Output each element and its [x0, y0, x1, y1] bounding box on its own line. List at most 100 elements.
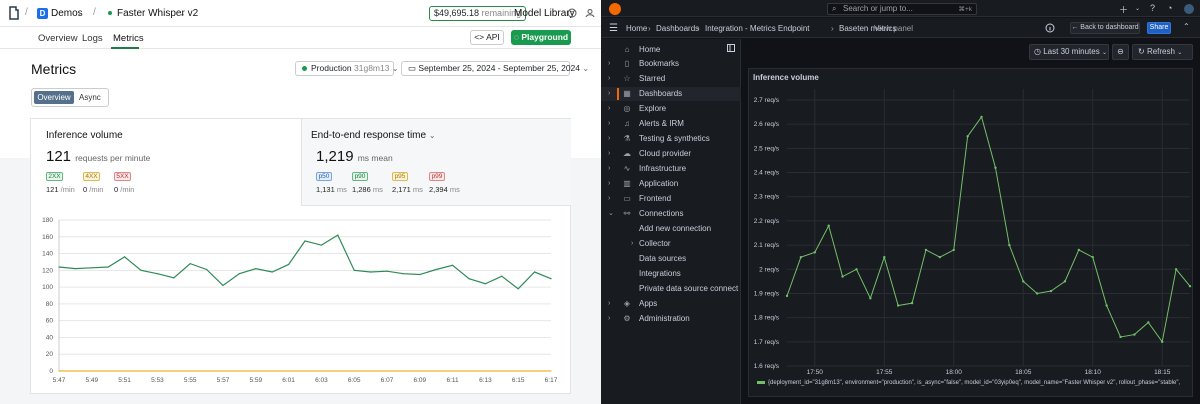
bell-icon: ♫ — [624, 119, 630, 128]
search-input[interactable]: ⌕ Search or jump to... ⌘+k — [827, 3, 977, 15]
environment-select[interactable]: Production 31g8m13 ⌄ — [295, 61, 399, 76]
chevron-right-icon[interactable]: › — [608, 150, 611, 157]
sidebar-item-add-new-connection[interactable]: Add new connection — [601, 222, 741, 236]
chevron-down-icon[interactable]: ⌄ — [608, 210, 614, 217]
chevron-down-icon[interactable]: ⌄ — [1135, 6, 1141, 12]
sidebar-item-label: Explore — [639, 104, 667, 113]
help-icon[interactable]: ? — [567, 8, 577, 18]
sidebar-item-cloud-provider[interactable]: › ☁ Cloud provider — [601, 147, 741, 161]
latency-summary-panel[interactable] — [301, 119, 571, 206]
chevron-down-icon[interactable]: ⌄ — [77, 9, 84, 18]
segment-async[interactable]: Async — [79, 93, 101, 102]
sidebar-item-data-sources[interactable]: Data sources — [601, 252, 741, 266]
page-title: Metrics — [31, 61, 77, 77]
inference-volume-value: 121 requests per minute — [46, 148, 150, 165]
sidebar-item-bookmarks[interactable]: › ▯ Bookmarks — [601, 57, 741, 71]
chevron-right-icon[interactable]: › — [608, 105, 611, 112]
chevron-right-icon[interactable]: › — [631, 240, 634, 247]
model-dropdown[interactable]: Faster Whisper v2 — [117, 8, 199, 19]
user-icon[interactable] — [585, 8, 595, 18]
breadcrumb-dashboard[interactable]: Baseten metrics — [839, 24, 897, 33]
sidebar-item-private-data-source-connect[interactable]: Private data source connect — [601, 282, 741, 296]
info-icon[interactable] — [1045, 23, 1055, 33]
sidebar-item-alerts-irm[interactable]: › ♫ Alerts & IRM — [601, 117, 741, 131]
dock-menu-icon[interactable] — [727, 44, 735, 52]
data-point — [938, 255, 942, 259]
sidebar-item-connections[interactable]: ⌄ ⚯ Connections — [601, 207, 741, 221]
chevron-up-icon[interactable]: ⌃ — [1183, 22, 1190, 31]
breadcrumb-dashboards[interactable]: Dashboards — [656, 24, 700, 33]
playground-button[interactable]: ◌ Playground — [511, 30, 571, 45]
time-range-picker[interactable]: ◷ Last 30 minutes ⌄ — [1029, 44, 1109, 60]
p99-number: 2,394 — [429, 185, 448, 194]
date-range-picker[interactable]: ▭ September 25, 2024 - September 25, 202… — [401, 61, 589, 76]
data-point — [1161, 340, 1164, 344]
api-button[interactable]: <> API — [470, 30, 504, 45]
zoom-out-button[interactable]: ⊖ — [1112, 44, 1129, 60]
sidebar-item-explore[interactable]: › ◎ Explore — [601, 102, 741, 116]
response-time-title[interactable]: End-to-end response time ⌄ — [311, 130, 436, 141]
refresh-icon: ↻ — [1138, 47, 1145, 56]
sidebar-item-infrastructure[interactable]: › ∿ Infrastructure — [601, 162, 741, 176]
inference-volume-timeseries[interactable]: 1.6 req/s 1.7 req/s 1.8 req/s 1.9 req/s 2 re… — [749, 69, 1194, 398]
rate-5xx-value: 0 — [114, 185, 119, 194]
sidebar-item-home[interactable]: ⌂ Home — [601, 43, 741, 57]
chevron-right-icon[interactable]: › — [608, 90, 611, 97]
inference-volume-chart[interactable]: 0 20 40 60 80 100 120 140 160 180 5:47 5:49 5:51 5:53… — [31, 211, 571, 394]
chat-icon: ◌ — [513, 32, 519, 42]
chevron-right-icon[interactable]: › — [608, 165, 611, 172]
sidebar-item-testing-synthetics[interactable]: › ⚗ Testing & synthetics — [601, 132, 741, 146]
data-point-4xx — [140, 370, 142, 372]
tab-overview[interactable]: Overview — [38, 33, 78, 44]
sidebar-item-starred[interactable]: › ☆ Starred — [601, 72, 741, 86]
chevron-down-icon[interactable]: ⌄ — [179, 9, 186, 18]
tab-metrics[interactable]: Metrics — [113, 33, 144, 44]
help-icon[interactable]: ? — [1150, 3, 1156, 13]
tab-logs[interactable]: Logs — [82, 33, 103, 44]
data-point-4xx — [337, 370, 339, 372]
data-point — [841, 275, 844, 278]
chevron-right-icon[interactable]: › — [608, 300, 611, 307]
data-point-2xx — [468, 278, 470, 280]
sidebar-item-label: Cloud provider — [639, 149, 692, 158]
breadcrumb-folder[interactable]: Integration - Metrics Endpoint — [705, 24, 810, 33]
data-point-2xx — [222, 284, 224, 287]
data-point-2xx — [271, 271, 273, 273]
data-point-4xx — [238, 370, 240, 372]
share-button[interactable]: Share — [1147, 22, 1171, 34]
segment-overview[interactable]: Overview — [34, 91, 74, 104]
chevron-right-icon[interactable]: › — [608, 180, 611, 187]
avatar[interactable] — [1184, 4, 1194, 14]
refresh-button[interactable]: ↻ Refresh ⌄ — [1132, 44, 1193, 60]
sidebar-item-dashboards[interactable]: › ▦ Dashboards — [601, 87, 741, 101]
breadcrumb-home[interactable]: Home — [626, 24, 648, 33]
sidebar-item-application[interactable]: › ▥ Application — [601, 177, 741, 191]
data-point — [924, 248, 928, 252]
menu-icon[interactable]: ☰ — [609, 23, 618, 34]
back-to-dashboard-button[interactable]: ← Back to dashboard — [1070, 22, 1140, 34]
sidebar-item-collector[interactable]: › Collector — [601, 237, 741, 251]
model-library-link[interactable]: Model Library — [514, 8, 575, 19]
chevron-right-icon[interactable]: › — [608, 135, 611, 142]
rss-icon[interactable]: ◔ — [1167, 3, 1173, 13]
chevron-right-icon[interactable]: › — [608, 75, 611, 82]
chevron-right-icon[interactable]: › — [608, 315, 611, 322]
sidebar-item-apps[interactable]: › ◈ Apps — [601, 297, 741, 311]
legend-item[interactable]: {deployment_id="31g8m13", environment="p… — [757, 380, 1180, 386]
data-point — [994, 166, 997, 169]
workspace-dropdown[interactable]: Demos — [51, 8, 83, 19]
panel-title: Inference volume — [753, 73, 819, 82]
plus-icon[interactable]: ＋ — [1119, 5, 1129, 15]
data-point-4xx — [304, 370, 306, 372]
sidebar-item-integrations[interactable]: Integrations — [601, 267, 741, 281]
sidebar-item-administration[interactable]: › ⚙ Administration — [601, 312, 741, 326]
chevron-right-icon[interactable]: › — [608, 195, 611, 202]
chevron-right-icon[interactable]: › — [608, 60, 611, 67]
sidebar-item-frontend[interactable]: › ▭ Frontend — [601, 192, 741, 206]
grafana-logo-icon[interactable] — [609, 3, 621, 15]
data-point-4xx — [107, 370, 109, 372]
baseten-logo-icon[interactable] — [8, 6, 20, 20]
chevron-right-icon[interactable]: › — [608, 120, 611, 127]
deployment-id: 31g8m13 — [354, 63, 390, 73]
data-point-2xx — [173, 277, 175, 279]
